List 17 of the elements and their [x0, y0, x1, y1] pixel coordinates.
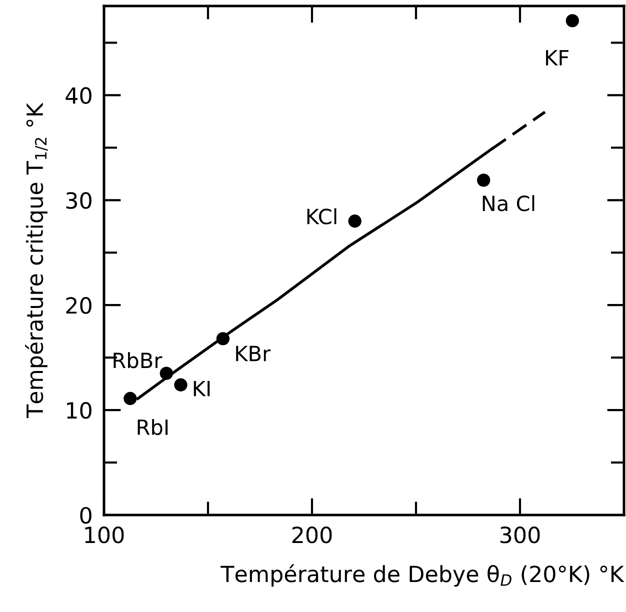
y-tick-label: 30	[66, 192, 92, 209]
y-tick-label: 0	[80, 506, 92, 524]
x-tick-label: 300	[500, 526, 540, 544]
y-tick-label: 40	[66, 87, 92, 104]
annotation: KCl	[307, 208, 336, 224]
x-tick-label: 100	[85, 526, 124, 544]
annotation: RbBr	[114, 352, 162, 368]
annotation: KI	[194, 380, 210, 396]
annotation: Na Cl	[482, 195, 534, 212]
y-tick-label: 10	[67, 402, 92, 419]
annotation: RbI	[138, 418, 168, 436]
y-tick-label: 20	[66, 297, 92, 314]
y-axis-title: Température critique T$_{1/2}$ °K	[25, 102, 48, 418]
annotation: KF	[546, 50, 568, 66]
x-tick-label: 200	[292, 526, 332, 544]
annotation: KBr	[236, 346, 271, 362]
x-axis-title: Température de Debye θ$_{D}$ (20°K) °K	[220, 564, 624, 587]
